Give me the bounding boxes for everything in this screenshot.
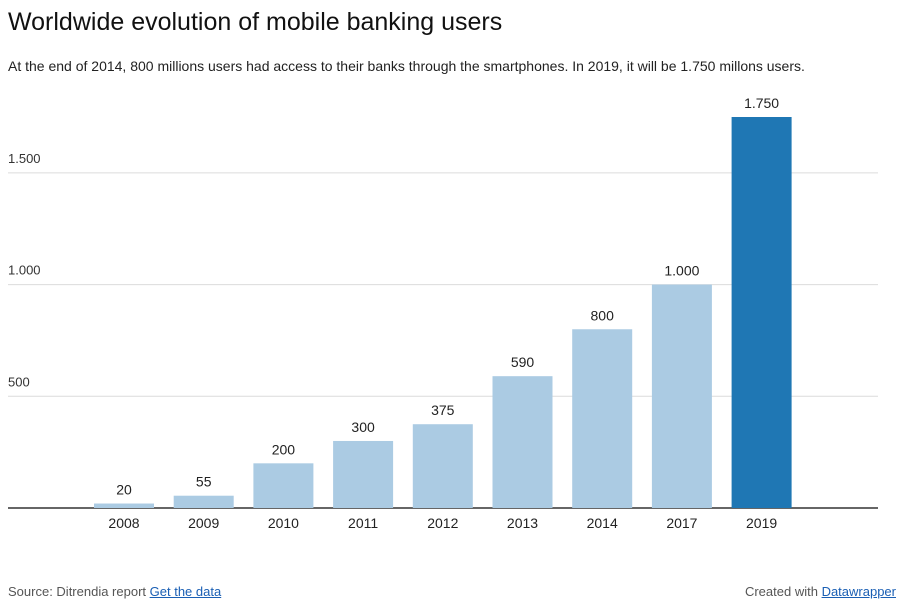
value-label: 200 bbox=[272, 441, 296, 457]
x-tick-label: 2014 bbox=[587, 515, 618, 531]
source-note: Source: Ditrendia report Get the data bbox=[8, 584, 221, 599]
y-tick-label: 1.000 bbox=[8, 263, 41, 278]
value-label: 300 bbox=[351, 419, 375, 435]
labels: 500 1.000 1.500 20 2008 55 2009 200 2010 300 2011 3… bbox=[8, 95, 779, 531]
x-tick-label: 2010 bbox=[268, 515, 299, 531]
x-tick-label: 2012 bbox=[427, 515, 458, 531]
bar bbox=[651, 284, 712, 508]
bar bbox=[253, 463, 314, 508]
bar bbox=[94, 503, 154, 508]
y-tick-label: 500 bbox=[8, 374, 30, 389]
value-label: 20 bbox=[116, 482, 132, 498]
created-with-text: Created with bbox=[744, 584, 818, 599]
x-tick-label: 2011 bbox=[348, 515, 378, 531]
value-label: 375 bbox=[431, 402, 455, 418]
get-data-link[interactable]: Get the data bbox=[149, 584, 222, 599]
bar bbox=[173, 495, 234, 508]
bar bbox=[572, 329, 633, 508]
x-tick-label: 2008 bbox=[108, 515, 139, 531]
credit-note: Created with Datawrapper bbox=[745, 584, 896, 599]
source-text: Source: Ditrendia report bbox=[8, 584, 147, 599]
bar bbox=[333, 440, 394, 508]
x-tick-label: 2009 bbox=[188, 515, 219, 531]
bar bbox=[731, 117, 792, 508]
value-label: 1.000 bbox=[664, 263, 699, 279]
value-label: 590 bbox=[511, 354, 535, 370]
bars bbox=[94, 117, 792, 508]
bar bbox=[412, 424, 473, 508]
chart-title: Worldwide evolution of mobile banking us… bbox=[8, 8, 503, 36]
y-tick-label: 1.500 bbox=[8, 151, 41, 166]
value-label: 800 bbox=[591, 307, 615, 323]
value-label: 55 bbox=[196, 474, 212, 490]
value-label: 1.750 bbox=[744, 95, 779, 111]
x-tick-label: 2019 bbox=[746, 515, 777, 531]
chart-subtitle: At the end of 2014, 800 millions users h… bbox=[8, 58, 805, 74]
x-tick-label: 2013 bbox=[507, 515, 538, 531]
x-tick-label: 2017 bbox=[666, 515, 697, 531]
bar bbox=[492, 376, 553, 508]
datawrapper-link[interactable]: Datawrapper bbox=[821, 584, 896, 599]
bar-chart: 500 1.000 1.500 20 2008 55 2009 200 2010 300 2011 3… bbox=[8, 95, 878, 531]
